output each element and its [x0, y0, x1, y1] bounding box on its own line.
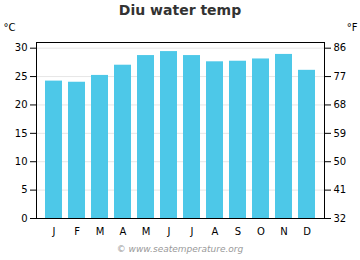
svg-text:O: O — [257, 226, 265, 237]
svg-text:°F: °F — [347, 22, 358, 33]
svg-text:32: 32 — [334, 213, 347, 224]
svg-text:20: 20 — [15, 99, 28, 110]
svg-text:0: 0 — [21, 213, 27, 224]
svg-text:50: 50 — [334, 156, 347, 167]
svg-text:J: J — [52, 226, 56, 237]
svg-text:86: 86 — [334, 42, 347, 53]
svg-text:68: 68 — [334, 99, 347, 110]
svg-text:5: 5 — [21, 184, 27, 195]
svg-text:59: 59 — [334, 128, 347, 139]
svg-text:M: M — [96, 226, 105, 237]
svg-text:°C: °C — [4, 22, 16, 33]
svg-text:25: 25 — [15, 71, 28, 82]
svg-text:N: N — [280, 226, 287, 237]
svg-text:41: 41 — [334, 184, 347, 195]
svg-text:D: D — [303, 226, 311, 237]
svg-text:A: A — [120, 226, 127, 237]
svg-text:J: J — [167, 226, 171, 237]
svg-text:S: S — [235, 226, 241, 237]
html-text:© www.seatemperature.org: © www.seatemperature.org — [116, 244, 244, 254]
svg-text:10: 10 — [15, 156, 28, 167]
svg-text:J: J — [190, 226, 194, 237]
svg-text:A: A — [212, 226, 219, 237]
svg-text:15: 15 — [15, 128, 28, 139]
svg-text:F: F — [74, 226, 80, 237]
svg-text:M: M — [142, 226, 151, 237]
html-text:Diu water temp: Diu water temp — [118, 2, 242, 18]
svg-text:77: 77 — [334, 71, 347, 82]
svg-text:30: 30 — [15, 42, 28, 53]
